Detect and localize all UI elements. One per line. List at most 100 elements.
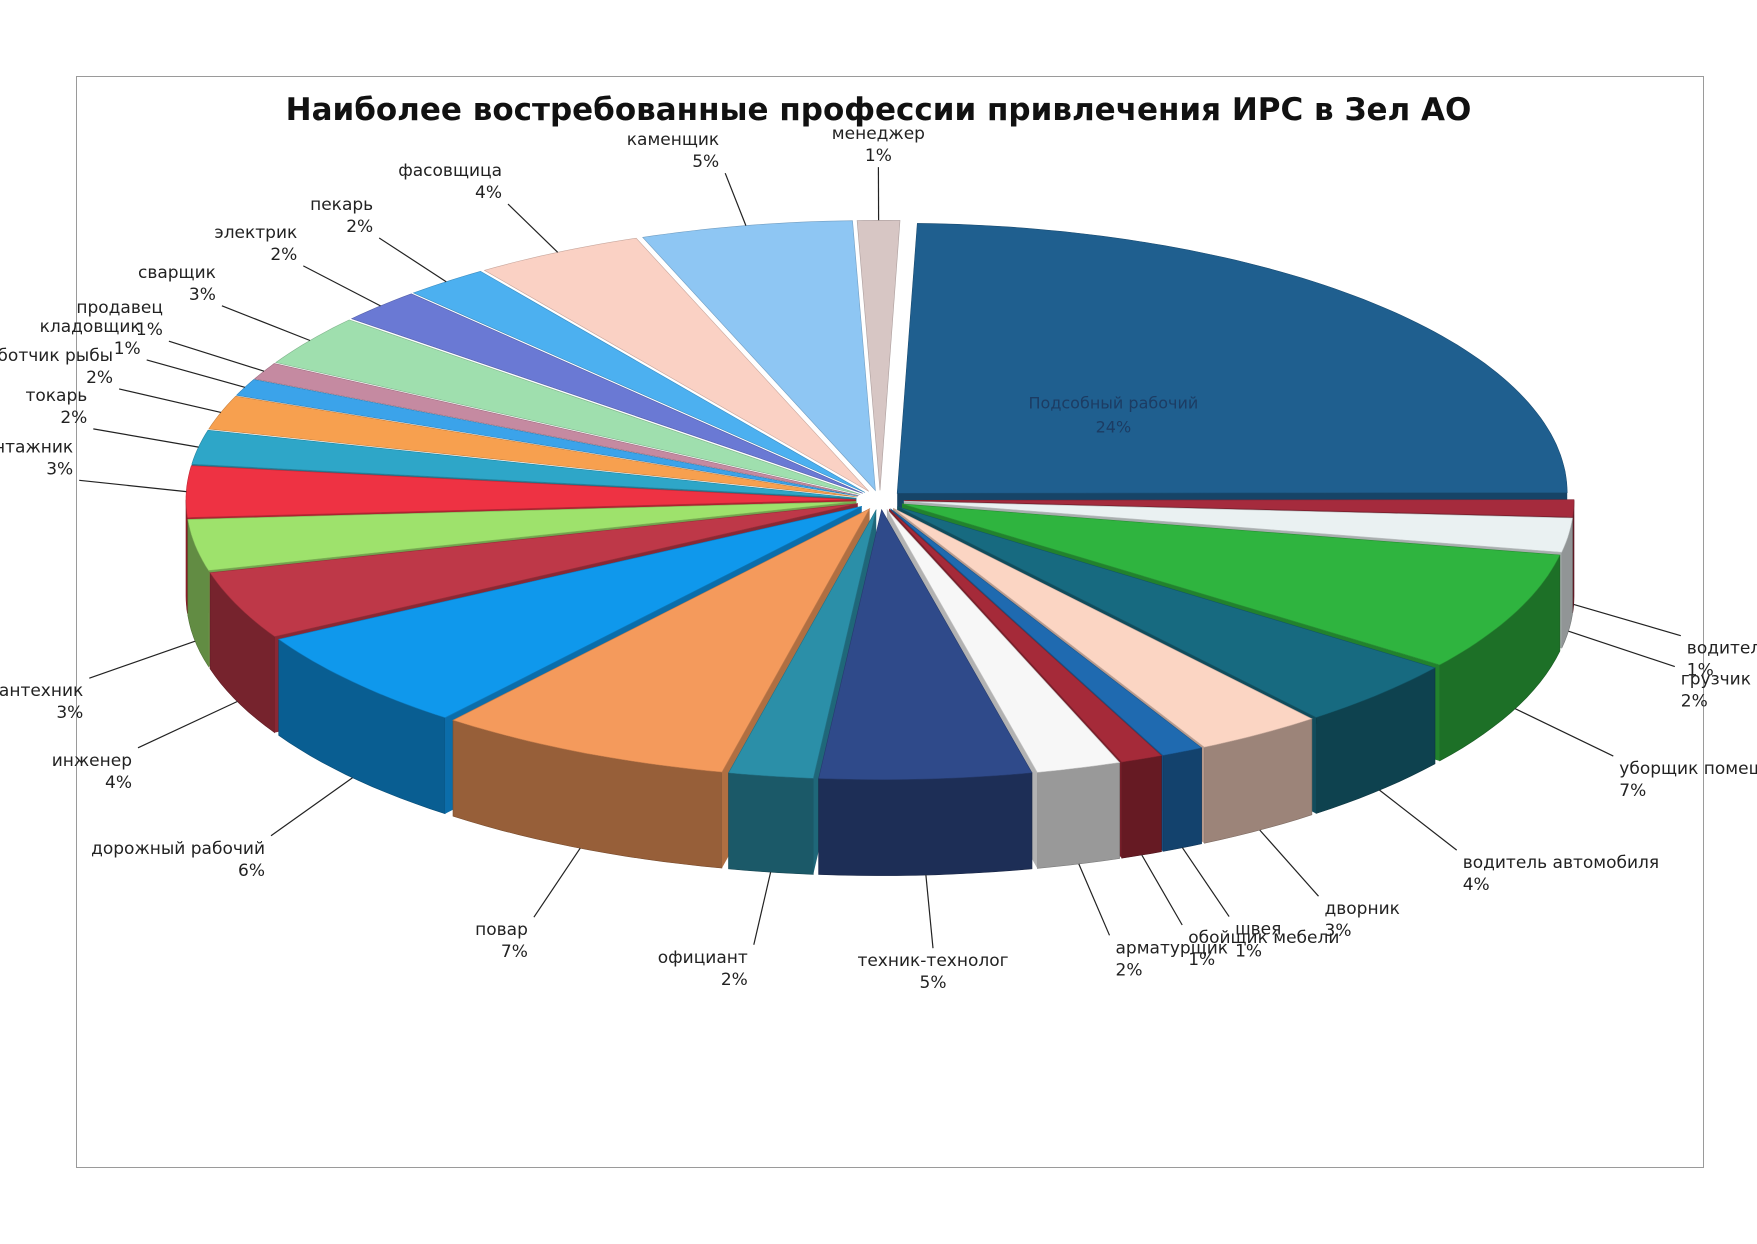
pie-slice-15	[187, 501, 857, 571]
slice-label-pct: 5%	[920, 973, 947, 993]
slice-label-name: токарь	[25, 386, 87, 406]
pie-slice-24	[483, 237, 870, 492]
leader-line-slice-18	[118, 388, 222, 413]
slice-label-name: дворник	[1325, 899, 1400, 919]
slice-label-pct: 1%	[1188, 950, 1215, 970]
slice-label-name: швея	[1235, 920, 1281, 940]
pie-side-slice-8	[1121, 755, 1162, 859]
slice-label-pct: 6%	[238, 861, 265, 881]
slice-label-pct: 1%	[1235, 942, 1262, 962]
leader-line-slice-20	[168, 340, 265, 372]
pie-slice-7	[890, 508, 1203, 756]
slice-label-pct: 3%	[56, 703, 83, 723]
leader-line-slice-24	[507, 203, 559, 253]
pie-slice-14	[209, 503, 858, 637]
slice-label-pct: 1%	[1687, 661, 1714, 681]
leader-line-slice-16	[79, 479, 187, 493]
pie-slice-18	[208, 395, 858, 498]
slice-label-name: кладовщик	[40, 317, 141, 337]
slice-label-pct: 2%	[60, 408, 87, 428]
leader-line-slice-23	[378, 237, 447, 283]
slice-label-pct: 1%	[136, 320, 163, 340]
pie-slice-12	[452, 507, 871, 773]
slice-label-name: водитель автомобиля	[1463, 853, 1659, 873]
slice-label-pct: 5%	[692, 152, 719, 172]
pie-slice-9	[886, 509, 1121, 773]
slice-label-name: техник-технолог	[857, 951, 1008, 971]
slice-label-name: инженер	[52, 751, 132, 771]
slice-label-name: официант	[658, 948, 748, 968]
slice-label-pct: 4%	[105, 773, 132, 793]
pie-slice-10	[818, 508, 1033, 781]
leader-line-slice-5	[1379, 789, 1458, 851]
leader-line-slice-13	[270, 777, 353, 837]
leader-line-slice-17	[93, 428, 199, 448]
slice-label-pct: 2%	[1681, 692, 1708, 712]
leader-line-slice-11	[753, 872, 772, 945]
slice-label-pct: 7%	[1619, 781, 1646, 801]
pie-slice-13	[277, 506, 862, 719]
slice-label-name: слесарь-сантехник	[0, 681, 83, 701]
slice-label-name: электрик	[214, 223, 297, 243]
leader-lines	[79, 167, 1681, 949]
pie-side-slice-11	[728, 772, 814, 875]
pie-slice-5	[897, 506, 1436, 718]
leader-line-slice-10	[925, 875, 934, 949]
leader-line-slice-7	[1181, 847, 1230, 917]
slice-label-pct: 1%	[865, 146, 892, 166]
slice-label-pct: 4%	[1463, 875, 1490, 895]
chart-title: Наиболее востребованные профессии привле…	[285, 92, 1472, 128]
pie-slice-4	[901, 503, 1561, 666]
leader-line-slice-6	[1259, 829, 1319, 897]
slice-label-pct: 2%	[346, 217, 373, 237]
slice-label-pct: 3%	[46, 459, 73, 479]
slice-label-pct: 7%	[501, 942, 528, 962]
slice-label-pct: 2%	[86, 368, 113, 388]
slice-label-name: дорожный рабочий	[91, 839, 265, 859]
slice-label-name: уборщик помещений	[1619, 759, 1757, 779]
slice-label-pct: 2%	[1116, 960, 1143, 980]
slice-label-name: менеджер	[832, 124, 925, 144]
slice-label-name: каменщик	[627, 130, 719, 150]
slice-label-name: продавец	[76, 298, 163, 318]
pie-side-slice-10	[818, 772, 1033, 876]
leader-line-slice-8	[1141, 854, 1183, 926]
slice-label-name: водитель погрузчика	[1687, 639, 1757, 659]
pie-side-slice-9	[1037, 762, 1120, 869]
leader-line-slice-21	[221, 305, 311, 342]
slice-label-name: пекарь	[310, 195, 373, 215]
pie-slice-8	[888, 508, 1163, 763]
leader-line-slice-3	[1568, 630, 1675, 668]
slice-label-name: обойщик мебели	[1188, 928, 1339, 948]
pie-slice-3	[903, 500, 1573, 553]
slice-label-name: Подсобный рабочий	[1029, 394, 1199, 413]
slice-label-pct: 2%	[270, 245, 297, 265]
leader-line-slice-19	[146, 359, 245, 388]
slice-label-name: фасовщица	[398, 161, 502, 181]
pie-side-slice-7	[1162, 747, 1202, 852]
slice-label-pct: 4%	[475, 183, 502, 203]
pie-slice-17	[191, 429, 857, 499]
leader-line-slice-22	[303, 265, 381, 307]
pie-slice-2	[903, 499, 1575, 518]
slice-label-name: грузчик	[1681, 670, 1751, 690]
pie-slice-23	[412, 270, 866, 493]
slice-label-name: арматурщик	[1116, 938, 1229, 958]
slice-label-pct: 1%	[114, 339, 141, 359]
slice-label-name: монтажник	[0, 437, 73, 457]
leader-line-slice-2	[1573, 603, 1681, 637]
slice-label-name: сварщик	[138, 263, 216, 283]
slice-label-name: повар	[475, 920, 528, 940]
leader-line-slice-12	[533, 847, 581, 918]
slice-label-pct: 3%	[1325, 921, 1352, 941]
leader-line-slice-15	[89, 640, 196, 679]
slice-label-pct: 2%	[721, 970, 748, 990]
slice-label-pct: 3%	[189, 285, 216, 305]
leader-line-slice-9	[1078, 863, 1111, 936]
leader-line-slice-4	[1514, 708, 1614, 757]
leader-line-slice-14	[137, 700, 238, 749]
pie-tops	[185, 220, 1575, 781]
slice-label-pct: 24%	[1096, 418, 1132, 437]
